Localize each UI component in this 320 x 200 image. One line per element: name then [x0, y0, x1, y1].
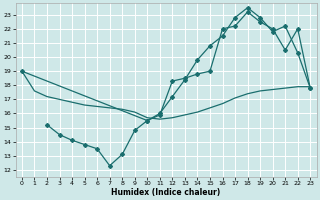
X-axis label: Humidex (Indice chaleur): Humidex (Indice chaleur) — [111, 188, 221, 197]
